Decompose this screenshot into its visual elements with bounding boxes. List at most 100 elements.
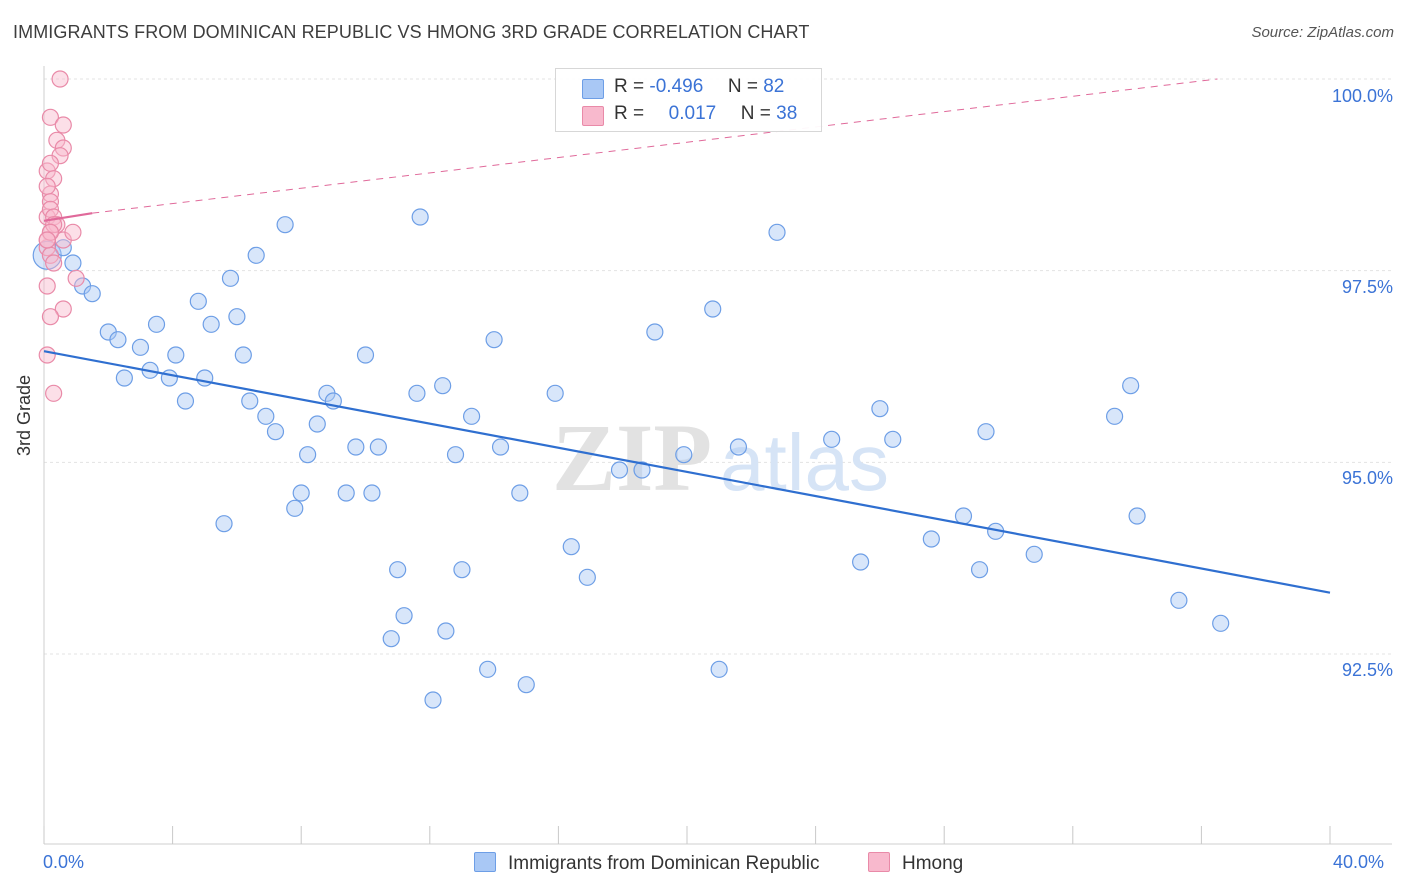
trend-line-dominican: [43, 350, 1331, 594]
data-point-dominican: [369, 438, 387, 456]
legend-n-label: N =: [740, 103, 771, 124]
data-point-hmong: [51, 70, 69, 88]
y-tick-label: 95.0%: [1341, 468, 1393, 488]
data-point-dominican: [1105, 407, 1124, 425]
data-point-dominican: [411, 208, 429, 226]
axes: [43, 66, 1392, 845]
data-point-dominican: [710, 660, 728, 678]
data-point-hmong: [45, 384, 63, 402]
data-point-dominican: [675, 446, 693, 464]
series-dominican-points: [32, 208, 1230, 709]
x-tick-label-max: 40.0%: [1333, 852, 1385, 872]
watermark-atlas: atlas: [720, 418, 889, 507]
data-point-dominican: [202, 315, 220, 333]
bottom-legend-swatch-dominican: [474, 852, 496, 872]
data-point-hmong: [64, 223, 82, 241]
y-axis-label: 3rd Grade: [14, 374, 34, 456]
data-point-dominican: [115, 369, 133, 387]
data-point-dominican: [382, 630, 400, 648]
x-ticks: [43, 826, 1331, 844]
data-point-dominican: [221, 269, 240, 287]
data-point-dominican: [437, 622, 455, 640]
bottom-legend-swatch-hmong: [868, 852, 890, 872]
trend-lines: [43, 78, 1331, 594]
data-point-dominican: [485, 331, 503, 349]
data-point-dominican: [266, 423, 285, 441]
data-point-dominican: [228, 308, 246, 326]
data-point-hmong: [38, 231, 56, 249]
bottom-legend-dominican: Immigrants from Dominican Republic: [474, 852, 820, 876]
legend-r-label: R =: [614, 103, 645, 124]
data-point-dominican: [64, 254, 82, 272]
data-point-dominican: [768, 223, 786, 241]
data-point-dominican: [884, 430, 902, 448]
data-point-hmong: [54, 300, 72, 318]
chart-source: Source: ZipAtlas.com: [1251, 24, 1394, 41]
y-tick-label: 97.5%: [1341, 277, 1393, 297]
bottom-legend-label: Immigrants from Dominican Republic: [508, 853, 820, 874]
legend-n-value: 38: [776, 103, 798, 124]
data-point-hmong: [45, 254, 63, 272]
data-point-hmong: [67, 269, 85, 287]
data-point-dominican: [389, 561, 407, 579]
data-point-dominican: [852, 553, 870, 571]
data-point-dominican: [215, 515, 233, 533]
data-point-hmong: [38, 277, 56, 295]
data-point-dominican: [562, 538, 580, 556]
watermark-zip: ZIP: [552, 404, 712, 511]
data-point-hmong: [38, 177, 56, 195]
y-tick-label: 100.0%: [1331, 86, 1393, 106]
data-point-dominican: [646, 323, 664, 341]
data-point-hmong: [41, 154, 60, 172]
data-point-dominican: [1025, 545, 1043, 563]
data-point-dominican: [147, 315, 166, 333]
data-point-dominican: [408, 384, 426, 402]
legend-swatch-dominican: [582, 79, 604, 99]
watermark: ZIP atlas: [552, 404, 889, 511]
data-point-dominican: [479, 660, 497, 678]
data-point-hmong: [41, 308, 60, 326]
data-point-dominican: [704, 300, 722, 318]
data-point-dominican: [247, 246, 265, 264]
data-point-dominican: [578, 568, 596, 586]
grid-lines: [44, 78, 1392, 655]
y-tick-label: 92.5%: [1341, 660, 1393, 680]
data-point-dominican: [1122, 377, 1140, 395]
data-point-dominican: [131, 338, 150, 356]
legend-swatch-hmong: [582, 106, 604, 126]
data-point-dominican: [511, 484, 529, 502]
data-point-hmong: [38, 346, 56, 364]
data-point-dominican: [954, 507, 973, 525]
data-point-hmong: [54, 116, 72, 134]
data-point-dominican: [257, 407, 275, 425]
data-point-dominican: [241, 392, 259, 410]
data-point-dominican: [196, 369, 214, 387]
legend-r-value: -0.496: [649, 76, 704, 97]
data-point-dominican: [347, 438, 365, 456]
data-point-dominican: [234, 346, 252, 364]
data-point-dominican: [970, 561, 989, 579]
data-point-dominican: [276, 216, 294, 234]
data-point-dominican: [729, 438, 748, 456]
data-point-dominican: [823, 430, 841, 448]
series-hmong-points: [38, 70, 85, 402]
data-point-dominican: [922, 530, 940, 548]
data-point-dominican: [1170, 591, 1188, 609]
data-point-dominican: [176, 392, 195, 410]
data-point-dominican: [356, 346, 375, 364]
data-point-dominican: [517, 676, 535, 694]
data-point-dominican: [299, 446, 317, 464]
data-point-dominican: [462, 407, 481, 425]
data-point-dominican: [292, 484, 310, 502]
x-tick-label-min: 0.0%: [43, 852, 85, 872]
data-point-dominican: [546, 384, 564, 402]
bottom-legend-label: Hmong: [902, 853, 964, 874]
data-point-dominican: [977, 423, 995, 441]
data-point-dominican: [395, 607, 413, 625]
data-point-dominican: [83, 285, 101, 303]
data-point-dominican: [453, 561, 471, 579]
data-point-dominican: [308, 415, 326, 433]
data-point-dominican: [633, 461, 651, 479]
data-point-dominican: [491, 438, 510, 456]
